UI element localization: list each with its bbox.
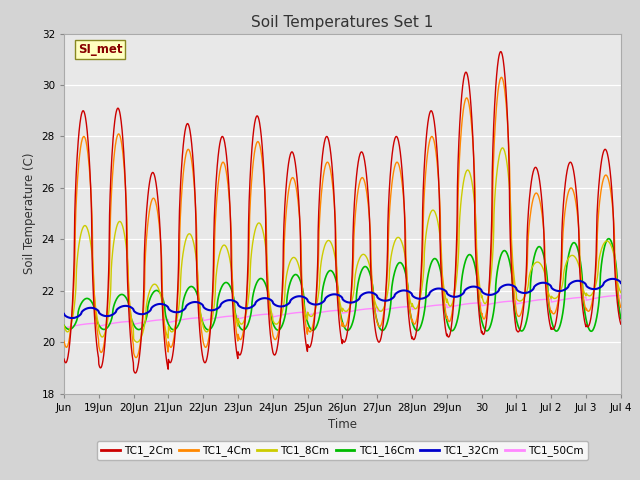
TC1_16Cm: [588, 328, 595, 334]
TC1_16Cm: [583, 321, 591, 327]
TC1_50Cm: [201, 317, 209, 323]
TC1_16Cm: [201, 324, 209, 330]
TC1_2Cm: [202, 360, 209, 365]
TC1_32Cm: [262, 295, 270, 301]
TC1_32Cm: [241, 305, 248, 311]
TC1_8Cm: [60, 323, 68, 328]
TC1_16Cm: [586, 328, 594, 334]
TC1_50Cm: [583, 297, 591, 303]
TC1_2Cm: [587, 315, 595, 321]
TC1_4Cm: [262, 235, 270, 241]
TC1_50Cm: [241, 314, 248, 320]
TC1_8Cm: [584, 292, 591, 298]
Y-axis label: Soil Temperature (C): Soil Temperature (C): [23, 153, 36, 275]
TC1_2Cm: [60, 356, 68, 362]
Legend: TC1_2Cm, TC1_4Cm, TC1_8Cm, TC1_16Cm, TC1_32Cm, TC1_50Cm: TC1_2Cm, TC1_4Cm, TC1_8Cm, TC1_16Cm, TC1…: [97, 441, 588, 460]
TC1_32Cm: [609, 276, 616, 282]
Line: TC1_8Cm: TC1_8Cm: [64, 148, 621, 342]
TC1_4Cm: [587, 304, 595, 310]
TC1_32Cm: [202, 306, 209, 312]
Line: TC1_50Cm: TC1_50Cm: [64, 296, 621, 328]
Line: TC1_16Cm: TC1_16Cm: [64, 239, 621, 331]
TC1_4Cm: [617, 304, 625, 310]
Line: TC1_4Cm: TC1_4Cm: [64, 77, 621, 358]
TC1_50Cm: [617, 293, 625, 299]
TC1_16Cm: [353, 287, 361, 292]
TC1_2Cm: [584, 324, 591, 330]
TC1_4Cm: [498, 74, 506, 80]
TC1_8Cm: [617, 290, 625, 296]
TC1_16Cm: [617, 316, 625, 322]
TC1_32Cm: [353, 298, 361, 303]
TC1_50Cm: [60, 325, 68, 331]
Line: TC1_32Cm: TC1_32Cm: [64, 279, 621, 318]
TC1_16Cm: [60, 323, 68, 328]
Title: Soil Temperatures Set 1: Soil Temperatures Set 1: [252, 15, 433, 30]
TC1_8Cm: [262, 252, 270, 258]
TC1_16Cm: [241, 327, 248, 333]
TC1_2Cm: [353, 166, 361, 171]
TC1_50Cm: [586, 297, 594, 302]
TC1_32Cm: [617, 280, 625, 286]
TC1_2Cm: [132, 370, 140, 376]
TC1_4Cm: [60, 338, 68, 344]
TC1_8Cm: [587, 292, 595, 298]
Text: SI_met: SI_met: [78, 43, 122, 56]
TC1_50Cm: [262, 312, 270, 317]
TC1_32Cm: [584, 284, 591, 290]
TC1_8Cm: [133, 339, 141, 345]
X-axis label: Time: Time: [328, 418, 357, 431]
TC1_4Cm: [584, 308, 591, 314]
TC1_8Cm: [202, 328, 209, 334]
TC1_4Cm: [202, 344, 209, 350]
TC1_32Cm: [587, 286, 595, 291]
TC1_8Cm: [499, 145, 506, 151]
TC1_4Cm: [132, 355, 140, 360]
TC1_2Cm: [497, 49, 504, 55]
TC1_50Cm: [617, 296, 625, 301]
TC1_4Cm: [353, 192, 361, 198]
TC1_8Cm: [241, 316, 248, 322]
TC1_2Cm: [617, 321, 625, 327]
TC1_32Cm: [68, 315, 76, 321]
TC1_4Cm: [241, 318, 248, 324]
Line: TC1_2Cm: TC1_2Cm: [64, 52, 621, 373]
TC1_2Cm: [241, 322, 248, 328]
TC1_8Cm: [353, 262, 361, 268]
TC1_16Cm: [262, 283, 270, 289]
TC1_50Cm: [353, 307, 361, 313]
TC1_2Cm: [262, 267, 270, 273]
TC1_32Cm: [60, 311, 68, 317]
TC1_16Cm: [605, 236, 612, 241]
